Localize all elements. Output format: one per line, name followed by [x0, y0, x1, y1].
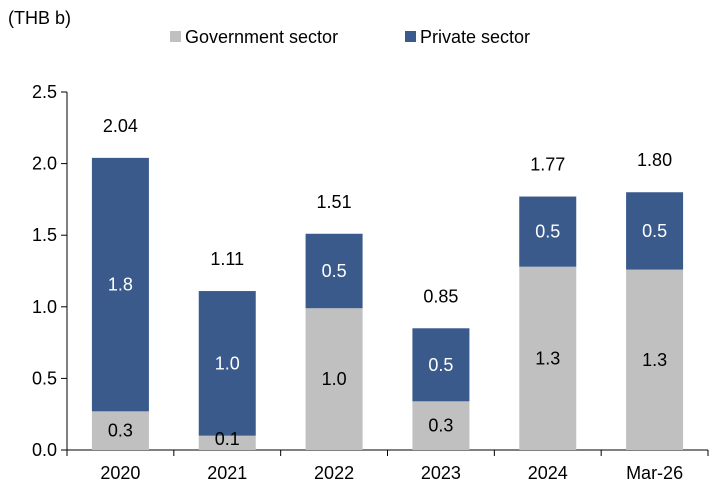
bar-segment-government: [91, 411, 149, 450]
y-tick-label: 2.5: [32, 82, 57, 102]
y-tick-label: 0.0: [32, 440, 57, 460]
bar-segment-private: [412, 328, 470, 402]
bars: [91, 157, 684, 450]
data-label: 0.5: [535, 222, 560, 242]
bar-segment-government: [198, 435, 256, 450]
bar-segment-private: [91, 157, 149, 412]
legend-label: Government sector: [185, 27, 338, 47]
unit-label: (THB b): [8, 8, 71, 28]
y-tick-label: 0.5: [32, 368, 57, 388]
legend-swatch: [170, 31, 181, 42]
legend-swatch: [405, 31, 416, 42]
total-label: 0.85: [423, 286, 458, 306]
data-label: 0.5: [322, 261, 347, 281]
x-tick-label: 2024: [528, 463, 568, 483]
y-tick-label: 2.0: [32, 154, 57, 174]
bar-segment-private: [305, 233, 363, 309]
total-label: 1.51: [317, 192, 352, 212]
axes: 0.0 0.5 1.0 1.5 2.0 2.5 2020 2021 2022 2023 2024 Ma…: [32, 82, 709, 483]
x-tick-label: 2022: [314, 463, 354, 483]
data-label: 1.3: [535, 348, 560, 368]
data-label: 0.5: [428, 355, 453, 375]
x-tick-label: 2023: [421, 463, 461, 483]
data-label: 1.0: [215, 353, 240, 373]
data-label: 0.3: [428, 416, 453, 436]
data-label: 1.8: [108, 275, 133, 295]
y-tick-label: 1.0: [32, 297, 57, 317]
data-label: 0.5: [642, 221, 667, 241]
x-tick-label: 2020: [100, 463, 140, 483]
bar-segment-government: [626, 269, 684, 450]
total-label: 1.11: [210, 249, 244, 269]
bar-segment-private: [519, 196, 577, 267]
legend: Government sector Private sector: [170, 27, 530, 47]
x-tick-label: 2021: [207, 463, 247, 483]
bar-segment-government: [412, 401, 470, 450]
bar-segment-government: [519, 266, 577, 450]
x-tick-label: Mar-26: [626, 463, 683, 483]
total-label: 1.77: [530, 155, 565, 175]
data-label: 0.1: [215, 429, 240, 449]
bar-segment-private: [626, 192, 684, 270]
total-label: 2.04: [103, 116, 138, 136]
data-label: 1.0: [322, 369, 347, 389]
legend-label: Private sector: [420, 27, 530, 47]
data-label: 0.3: [108, 421, 133, 441]
data-label: 1.3: [642, 350, 667, 370]
bar-segment-government: [305, 308, 363, 450]
bar-segment-private: [198, 291, 256, 436]
data-labels: 0.3 1.8 2.04 0.1 1.0 1.11 1.0 0.5 1.51 0.3 0.5 0.85…: [103, 116, 672, 449]
total-label: 1.80: [637, 150, 672, 170]
y-tick-label: 1.5: [32, 225, 57, 245]
